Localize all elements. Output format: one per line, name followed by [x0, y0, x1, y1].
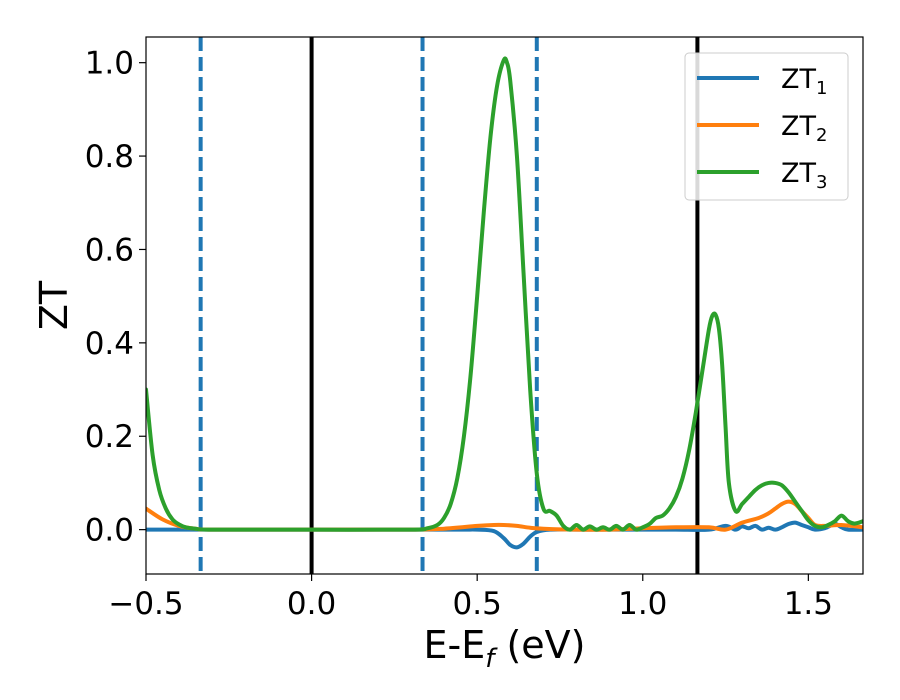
x-axis-label: E-Ef (eV): [424, 623, 586, 674]
legend-frame: [684, 52, 849, 201]
x-tick-label: 1.5: [784, 586, 833, 622]
legend: ZT1 ZT2 ZT3: [684, 52, 849, 201]
legend-label-1: ZT1: [781, 64, 827, 99]
y-tick-label: 0.4: [85, 326, 134, 362]
y-tick-label: 0.2: [85, 419, 134, 455]
y-tick-label: 0.0: [85, 513, 134, 549]
x-tick-label: 0.5: [453, 586, 502, 622]
y-tick-label: 1.0: [85, 46, 134, 82]
x-tick-label: 1.0: [618, 586, 667, 622]
y-tick-label: 0.8: [85, 139, 134, 175]
y-axis-label: ZT: [32, 280, 76, 330]
x-tick-label: −0.5: [108, 586, 183, 622]
series-line-3: [146, 56, 863, 532]
reference-lines: [198, 37, 700, 574]
legend-label-2: ZT2: [781, 111, 827, 146]
series-lines: [146, 56, 863, 550]
x-axis-ticks: −0.5 0.0 0.5 1.0 1.5: [108, 574, 833, 622]
y-axis-ticks: 0.0 0.2 0.4 0.6 0.8 1.0: [85, 46, 146, 549]
x-tick-label: 0.0: [287, 586, 336, 622]
plot-frame: [145, 36, 864, 575]
y-tick-label: 0.6: [85, 232, 134, 268]
legend-label-3: ZT3: [781, 158, 827, 193]
